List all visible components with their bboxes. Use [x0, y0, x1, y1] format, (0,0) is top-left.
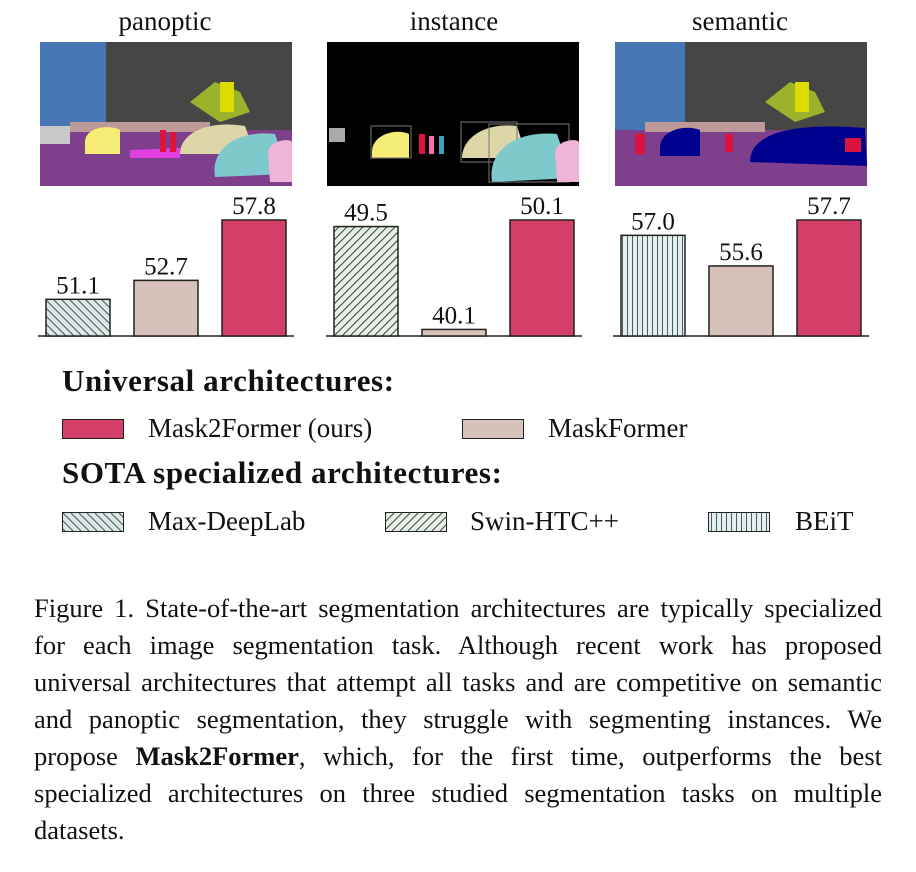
semantic-bar-label-1: 57.0	[631, 208, 675, 235]
semantic-bar-1	[620, 234, 686, 337]
legend-swatch-beit	[708, 512, 770, 532]
legend-swatch-max-deeplab	[62, 512, 124, 532]
caption-text-prefix: Figure 1. State-of-the-art segmentation …	[34, 593, 882, 771]
semantic-bar-label-3: 57.7	[807, 193, 851, 220]
panel-title-semantic: semantic	[692, 6, 788, 36]
legend-swatch-swin-htc	[385, 512, 447, 532]
panoptic-bar-label-1: 51.1	[56, 272, 100, 299]
instance-bar-label-3: 50.1	[520, 193, 564, 220]
legend-swatch-maskformer	[462, 419, 524, 439]
semantic-bar-2	[708, 265, 774, 337]
caption-text-suffix: , which, for the first time, outperforms…	[34, 741, 882, 845]
panel-title-panoptic: panoptic	[118, 6, 212, 36]
semantic-bar-label-2: 55.6	[719, 239, 763, 266]
instance-bar-label-2: 40.1	[432, 302, 476, 329]
panoptic-bar-1	[45, 298, 111, 337]
figure-caption: Figure 1. State-of-the-art segmentation …	[34, 590, 882, 849]
instance-bar-3	[509, 219, 575, 337]
panoptic-bar-label-3: 57.8	[232, 193, 276, 220]
instance-bar-2	[421, 328, 487, 337]
caption-text-bold: Mask2Former	[135, 741, 299, 771]
instance-bar-1	[333, 225, 399, 337]
semantic-bar-3	[796, 219, 862, 337]
legend-label-beit: BEiT	[795, 506, 854, 536]
bar-charts: 51.1 52.7 57.8 49.5 40.1 50.1 57.0 55.6 57.7	[38, 193, 869, 337]
semantic-segmentation-image	[615, 42, 867, 186]
instance-segmentation-image	[327, 42, 579, 186]
legend-label-maskformer: MaskFormer	[548, 413, 688, 443]
panoptic-bar-2	[133, 279, 199, 337]
legend-heading-sota: SOTA specialized architectures:	[62, 455, 503, 490]
panel-title-instance: instance	[409, 6, 499, 36]
legend-heading-universal: Universal architectures:	[62, 363, 395, 398]
panoptic-bar-label-2: 52.7	[144, 253, 188, 280]
legend-label-swin-htc: Swin-HTC++	[470, 506, 619, 536]
legend-label-max-deeplab: Max-DeepLab	[148, 506, 306, 536]
panoptic-segmentation-image	[40, 42, 292, 186]
instance-bar-label-1: 49.5	[344, 200, 388, 227]
legend-label-mask2former: Mask2Former (ours)	[148, 413, 373, 443]
legend-swatch-mask2former	[62, 419, 124, 439]
panoptic-bar-3	[221, 219, 287, 337]
